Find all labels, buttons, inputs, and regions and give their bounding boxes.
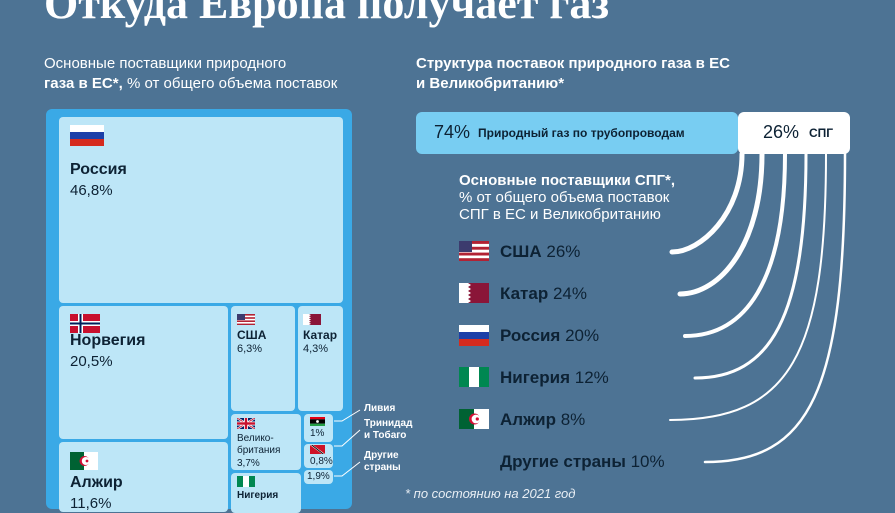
footnote: * по состоянию на 2021 год	[405, 486, 576, 501]
left-subtitle-line1: Основные поставщики природного	[44, 55, 287, 72]
treemap-value-russia: 46,8%	[70, 182, 113, 199]
treemap-cell-trinidad: 0,8%	[304, 444, 333, 468]
treemap-value-trinidad: 0,8%	[310, 456, 333, 467]
flow-curve-others	[703, 152, 847, 464]
callout-label-others: Другие страны	[364, 450, 401, 474]
usa-flag-icon	[237, 314, 255, 325]
callout-label-others-line2: страны	[364, 462, 401, 473]
lng-row-nigeria-text: Нигерия 12%	[500, 366, 609, 390]
main-title: Откуда Европа получает газ	[44, 0, 610, 28]
nigeria-flag-icon	[237, 476, 255, 487]
right-subtitle: Структура поставок природного газа в ЕС …	[416, 54, 730, 94]
callout-label-trinidad: Тринидад и Тобаго	[364, 418, 412, 442]
treemap-label-nigeria: Нигерия	[237, 490, 279, 501]
lng-name-qatar: Катар	[500, 284, 549, 303]
lng-row-qatar-text: Катар 24%	[500, 282, 587, 306]
lng-value-usa: 26%	[546, 242, 581, 261]
callout-label-trinidad-line2: и Тобаго	[364, 430, 407, 441]
left-subtitle-line2: газа в ЕС*, % от общего объема поставок	[44, 74, 337, 94]
nigeria-flag-icon	[459, 367, 489, 387]
lng-subtitle-line2: % от общего объема поставок	[459, 189, 670, 206]
treemap-chart: Россия 46,8% Норвегия 20,5% Алжир 11,6% …	[46, 109, 352, 513]
russia-flag-icon	[459, 325, 489, 346]
treemap-value-libya: 1%	[310, 428, 325, 439]
russia-flag-icon	[70, 125, 104, 146]
qatar-flag-icon	[303, 314, 321, 325]
lng-value-algeria: 8%	[560, 410, 586, 429]
uk-flag-icon	[237, 418, 255, 429]
treemap-value-others: 1,9%	[307, 471, 330, 482]
treemap-cell-qatar: Катар 4,3%	[298, 306, 343, 411]
treemap-value-norway: 20,5%	[70, 353, 113, 370]
bar-lng-label: СПГ	[809, 126, 834, 140]
left-subtitle-rest: % от общего объема поставок	[122, 75, 338, 92]
lng-name-usa: США	[500, 242, 542, 261]
treemap-value-qatar: 4,3%	[303, 343, 329, 355]
left-subtitle-bold: газа в ЕС*,	[44, 75, 123, 92]
lng-name-russia: Россия	[500, 326, 561, 345]
flow-curve-russia	[683, 152, 787, 338]
lng-value-nigeria: 12%	[574, 368, 609, 387]
bar-lng-value: 26%	[763, 122, 800, 142]
treemap-label-uk: Велико- британия	[237, 433, 280, 457]
lng-row-others-text: Другие страны 10%	[500, 450, 665, 474]
treemap-cell-russia: Россия 46,8%	[59, 117, 343, 303]
bar-pipeline-value: 74%	[434, 122, 471, 142]
bar-pipeline-label: Природный газ по трубопроводам	[478, 126, 685, 140]
norway-flag-icon	[70, 314, 100, 333]
treemap-value-uk: 3,7%	[237, 458, 260, 469]
callout-label-libya: Ливия	[364, 403, 396, 414]
flow-curve-algeria	[669, 153, 827, 421]
treemap-cell-uk: Велико- британия 3,7%	[231, 414, 301, 470]
bar-lng: 26% СПГ	[738, 112, 850, 154]
treemap-label-qatar: Катар	[303, 328, 338, 342]
lng-name-others: Другие страны	[500, 452, 626, 471]
lng-row-algeria-text: Алжир 8%	[500, 408, 585, 432]
trinidad-flag-icon	[310, 445, 325, 454]
lng-name-algeria: Алжир	[500, 410, 556, 429]
treemap-cell-libya: 1%	[304, 414, 333, 442]
lng-value-others: 10%	[630, 452, 665, 471]
treemap-label-norway: Норвегия	[70, 332, 146, 349]
left-subtitle: Основные поставщики природного газа в ЕС…	[44, 54, 337, 94]
treemap-cell-norway: Норвегия 20,5%	[59, 306, 228, 439]
right-subtitle-line1: Структура поставок природного газа в ЕС	[416, 55, 730, 72]
bar-pipeline: 74% Природный газ по трубопроводам	[416, 112, 738, 154]
algeria-flag-icon	[70, 452, 98, 470]
lng-subtitle: Основные поставщики СПГ*, % от общего об…	[459, 172, 719, 223]
lng-row-russia-text: Россия 20%	[500, 324, 599, 348]
treemap-cell-others: 1,9%	[304, 470, 333, 484]
treemap-label-russia: Россия	[70, 161, 127, 178]
treemap-cell-usa: США 6,3%	[231, 306, 295, 411]
treemap-label-usa: США	[237, 328, 267, 342]
treemap-cell-algeria: Алжир 11,6%	[59, 442, 228, 512]
treemap-label-algeria: Алжир	[70, 474, 123, 491]
usa-flag-icon	[459, 241, 489, 261]
lng-subtitle-line1: Основные поставщики СПГ*,	[459, 172, 676, 189]
flow-curve-usa	[669, 151, 745, 255]
flow-curve-nigeria	[693, 152, 808, 380]
flow-curve-qatar	[677, 151, 765, 297]
treemap-label-uk-line2: британия	[237, 445, 281, 456]
callout-label-trinidad-line1: Тринидад	[364, 418, 413, 429]
lng-value-qatar: 24%	[552, 284, 587, 303]
callout-label-others-line1: Другие	[364, 450, 399, 461]
treemap-label-uk-line1: Велико-	[237, 433, 274, 444]
lng-value-russia: 20%	[565, 326, 600, 345]
lng-row-usa-text: США 26%	[500, 240, 580, 264]
lng-subtitle-line3: СПГ в ЕС и Великобританию	[459, 206, 661, 223]
right-subtitle-line2: и Великобританию*	[416, 75, 565, 92]
libya-flag-icon	[310, 417, 325, 426]
qatar-flag-icon	[459, 283, 489, 303]
treemap-value-usa: 6,3%	[237, 343, 263, 355]
algeria-flag-icon	[459, 409, 489, 429]
lng-name-nigeria: Нигерия	[500, 368, 571, 387]
